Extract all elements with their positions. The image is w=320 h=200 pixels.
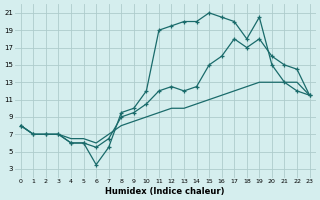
X-axis label: Humidex (Indice chaleur): Humidex (Indice chaleur) — [106, 187, 225, 196]
